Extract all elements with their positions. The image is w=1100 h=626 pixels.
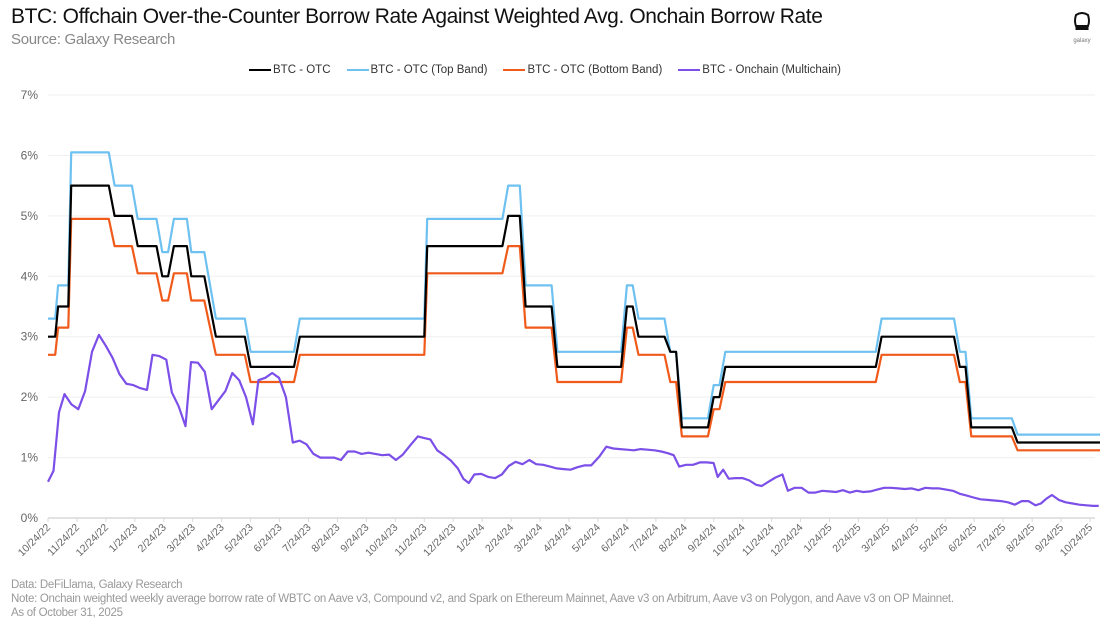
x-tick-label: 1/24/23 (107, 522, 140, 555)
x-tick-label: 3/24/25 (859, 522, 892, 555)
x-tick-label: 2/24/24 (483, 522, 516, 555)
x-tick-label: 10/24/25 (1058, 522, 1095, 559)
x-tick-label: 2/24/23 (136, 522, 169, 555)
legend-swatch-onchain (678, 68, 701, 72)
x-tick-label: 12/24/22 (74, 522, 111, 559)
x-tick-label: 3/24/23 (165, 522, 198, 555)
x-tick-label: 8/24/24 (657, 522, 690, 555)
legend-item-onchain: BTC - Onchain (Multichain) (678, 64, 841, 76)
legend-label: BTC - OTC (Top Band) (370, 64, 488, 76)
x-tick-label: 5/24/23 (222, 522, 255, 555)
legend-item-otc-bottom: BTC - OTC (Bottom Band) (503, 64, 662, 76)
series-line-otc-bottom (48, 217, 1100, 452)
x-tick-label: 6/24/25 (946, 522, 979, 555)
x-tick-label: 4/24/25 (888, 522, 921, 555)
y-tick-label: 7% (21, 88, 39, 102)
x-tick-label: 12/24/23 (421, 522, 458, 559)
legend-swatch-otc-top (346, 68, 369, 72)
y-tick-label: 1% (21, 451, 39, 465)
galaxy-logo: galaxy (1070, 12, 1094, 44)
x-tick-label: 8/24/25 (1004, 522, 1037, 555)
x-tick-label: 6/24/23 (251, 522, 284, 555)
y-tick-label: 2% (21, 390, 39, 404)
x-tick-label: 7/24/23 (280, 522, 313, 555)
x-tick-label: 7/24/25 (975, 522, 1008, 555)
galaxy-logo-icon (1074, 12, 1090, 30)
footer-note: Note: Onchain weighted weekly average bo… (11, 593, 954, 605)
x-tick-label: 5/24/24 (570, 522, 603, 555)
legend-label: BTC - OTC (273, 64, 331, 76)
chart-title: BTC: Offchain Over-the-Counter Borrow Ra… (11, 5, 823, 28)
legend-label: BTC - OTC (Bottom Band) (527, 64, 663, 76)
footer-data-source: Data: DeFiLlama, Galaxy Research (11, 579, 183, 591)
logo-text: galaxy (1073, 38, 1091, 44)
x-tick-label: 4/24/24 (541, 522, 574, 555)
x-tick-label: 3/24/24 (512, 522, 545, 555)
x-tick-label: 4/24/23 (194, 522, 227, 555)
legend-swatch-otc (249, 68, 271, 72)
x-tick-label: 1/24/24 (454, 522, 487, 555)
x-tick-label: 2/24/25 (830, 522, 863, 555)
y-tick-label: 6% (21, 148, 39, 162)
legend-label: BTC - Onchain (Multichain) (702, 64, 841, 76)
chart-plot-area: 0%1%2%3%4%5%6%7%10/24/2211/24/2212/24/22… (16, 88, 1100, 559)
footer-as-of: As of October 31, 2025 (11, 607, 123, 619)
chart-subtitle: Source: Galaxy Research (11, 31, 176, 48)
legend-swatch-otc-bottom (503, 68, 526, 72)
series-line-onchain (47, 333, 1099, 507)
y-tick-label: 0% (21, 511, 39, 525)
y-tick-label: 4% (21, 269, 39, 283)
legend-item-otc-top: BTC - OTC (Top Band) (346, 64, 488, 76)
x-tick-label: 1/24/25 (801, 522, 834, 555)
x-tick-label: 7/24/24 (628, 522, 661, 555)
chart-legend: BTC - OTC BTC - OTC (Top Band) BTC - OTC… (0, 64, 1100, 76)
y-tick-label: 3% (21, 330, 39, 344)
chart-footer: Data: DeFiLlama, Galaxy Research Note: O… (11, 578, 954, 620)
x-tick-label: 5/24/25 (917, 522, 950, 555)
x-tick-label: 12/24/24 (768, 522, 805, 559)
series-line-otc-top (48, 151, 1100, 436)
legend-item-otc: BTC - OTC (249, 64, 331, 76)
x-tick-label: 6/24/24 (599, 522, 632, 555)
y-tick-label: 5% (21, 209, 39, 223)
x-tick-label: 8/24/23 (309, 522, 342, 555)
series-line-otc (48, 184, 1100, 444)
